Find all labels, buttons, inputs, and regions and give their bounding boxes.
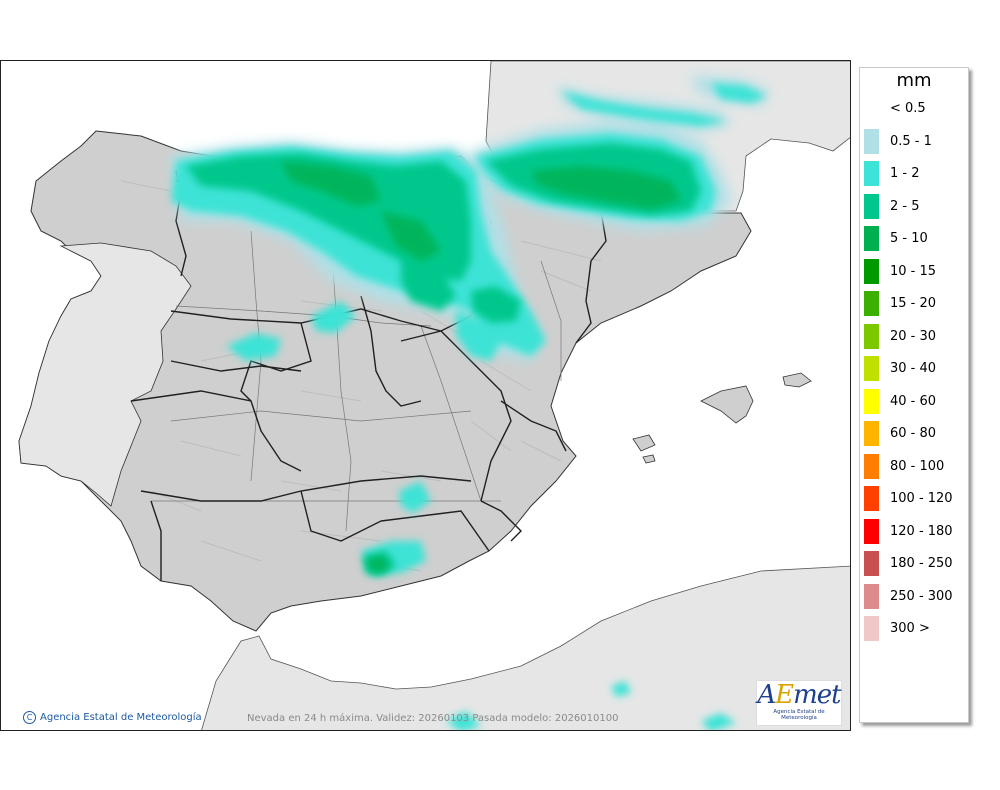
legend-swatch xyxy=(864,583,879,609)
legend-entry: 300 > xyxy=(864,616,930,641)
legend-entry: 40 - 60 xyxy=(864,388,937,414)
legend-label: 40 - 60 xyxy=(890,393,937,409)
snowfall-map: C Agencia Estatal de Meteorología Nevada… xyxy=(0,60,851,731)
legend-swatch xyxy=(864,356,879,381)
legend-swatch xyxy=(864,161,879,186)
legend-entry: 20 - 30 xyxy=(864,323,937,349)
legend-label: 250 - 300 xyxy=(890,588,953,604)
copyright-credit: C Agencia Estatal de Meteorología xyxy=(23,711,202,724)
legend-entry: 1 - 2 xyxy=(864,161,920,186)
legend-entry: 60 - 80 xyxy=(864,421,936,446)
legend-entry: 120 - 180 xyxy=(864,518,953,544)
legend-label: < 0.5 xyxy=(890,101,926,116)
legend-swatch xyxy=(864,551,879,576)
legend-label: 2 - 5 xyxy=(890,198,920,214)
legend-swatch xyxy=(864,486,879,511)
ibiza-land xyxy=(632,434,656,452)
menorca-land xyxy=(782,372,812,388)
legend-swatch xyxy=(864,388,879,414)
logo-subtitle: Agencia Estatal de Meteorología xyxy=(773,709,825,721)
legend-swatch xyxy=(864,128,879,154)
legend-label: 180 - 250 xyxy=(890,556,953,571)
legend-label: 1 - 2 xyxy=(890,166,920,181)
legend-unit: mm xyxy=(896,70,932,91)
credit-text: Agencia Estatal de Meteorología xyxy=(40,712,202,723)
legend-swatch xyxy=(864,421,879,446)
legend-label: 20 - 30 xyxy=(890,328,937,344)
legend-label: 5 - 10 xyxy=(890,231,928,246)
legend-swatch xyxy=(864,258,879,284)
legend-swatch xyxy=(864,616,879,641)
legend-label: 300 > xyxy=(890,621,930,636)
legend-entry: 5 - 10 xyxy=(864,226,928,251)
aemet-logo: AEmet Agencia Estatal de Meteorología xyxy=(756,680,842,726)
legend-swatch xyxy=(864,518,879,544)
legend-swatch xyxy=(864,323,879,349)
mallorca-land xyxy=(700,385,754,424)
legend-entry: < 0.5 xyxy=(864,96,926,121)
validity-note: Nevada en 24 h máxima. Validez: 20260103… xyxy=(247,713,619,724)
snowfall-overlay xyxy=(171,76,771,730)
africa-land xyxy=(201,565,850,730)
legend-entry: 15 - 20 xyxy=(864,291,936,316)
legend-swatch xyxy=(864,226,879,251)
legend-swatch xyxy=(864,193,879,219)
legend-label: 15 - 20 xyxy=(890,296,937,311)
legend-label: 100 - 120 xyxy=(890,491,953,506)
copyright-icon: C xyxy=(23,711,36,724)
legend-swatch xyxy=(864,453,879,479)
legend-entry: 80 - 100 xyxy=(864,453,945,479)
legend-entry: 30 - 40 xyxy=(864,356,936,381)
legend-panel: mm < 0.5 0.5 - 1 1 - 2 2 - 5 5 - 10 10 - 15 15… xyxy=(859,67,969,723)
legend-entry: 100 - 120 xyxy=(864,486,953,511)
formentera-land xyxy=(642,454,656,464)
legend-entry: 180 - 250 xyxy=(864,551,953,576)
legend-entry: 0.5 - 1 xyxy=(864,128,932,154)
legend-label: 0.5 - 1 xyxy=(890,133,932,149)
legend-label: 60 - 80 xyxy=(890,426,937,441)
map-canvas xyxy=(18,61,850,730)
legend-entry: 10 - 15 xyxy=(864,258,937,284)
legend-entry: 2 - 5 xyxy=(864,193,920,219)
region-borders xyxy=(151,230,562,532)
legend-label: 120 - 180 xyxy=(890,523,953,539)
legend-label: 10 - 15 xyxy=(890,263,937,279)
legend-swatch xyxy=(864,291,879,316)
legend-label: 80 - 100 xyxy=(890,458,945,474)
legend-label: 30 - 40 xyxy=(890,361,937,376)
logo-mark: AEmet xyxy=(757,680,841,710)
legend-entry: 250 - 300 xyxy=(864,583,953,609)
portugal-land xyxy=(18,242,192,507)
legend-swatch xyxy=(864,96,879,121)
